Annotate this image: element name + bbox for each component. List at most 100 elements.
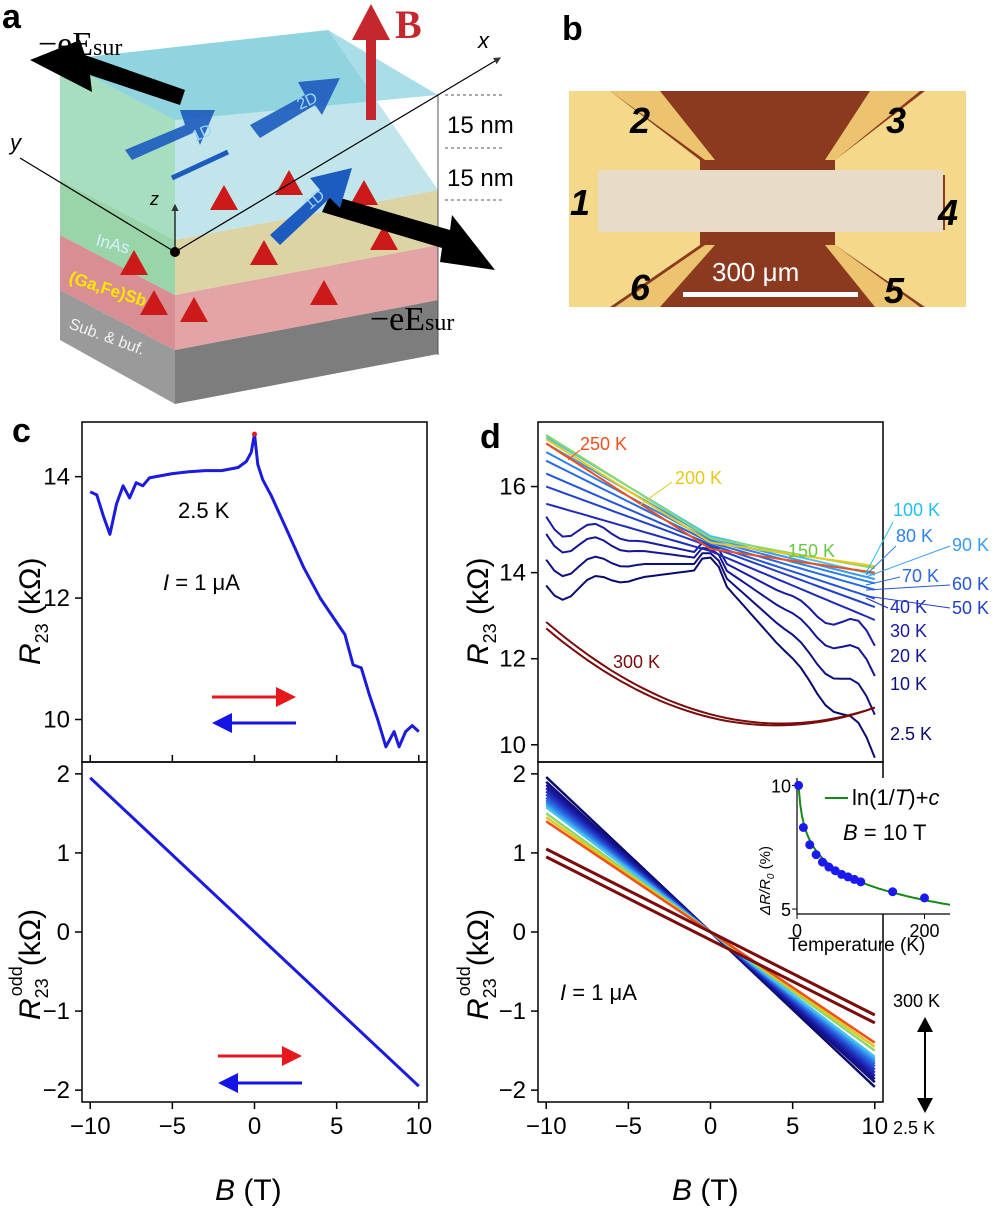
series-2.5K <box>89 432 420 749</box>
inset-x-tick-label: 200 <box>909 921 939 941</box>
width-bar <box>170 149 230 181</box>
y-tick-label: 12 <box>43 585 70 612</box>
contact-6: 6 <box>630 267 651 308</box>
panel-label-a: a <box>2 0 22 36</box>
panel-label-c: c <box>12 412 31 450</box>
thickness-top: 15 nm <box>447 112 514 139</box>
panel-a: a 1D 2D 1D x <box>2 0 514 404</box>
x-tick-label: −5 <box>615 1113 642 1140</box>
peak-mark <box>252 431 257 437</box>
d-range-arrow-down <box>917 1098 933 1113</box>
b-arrow-head <box>352 4 390 40</box>
x-tick-label: 5 <box>330 1113 343 1140</box>
x-tick-label: 0 <box>704 1113 717 1140</box>
d-label-300K: 300 K <box>613 652 660 672</box>
inset-x-tick-label: 0 <box>792 921 802 941</box>
thickness-bottom: 15 nm <box>447 165 514 192</box>
y-tick-label: 2 <box>57 761 70 788</box>
d-range-top: 300 K <box>893 991 940 1011</box>
series-200K <box>545 438 875 568</box>
contact-1: 1 <box>570 182 590 223</box>
d-label-250K: 250 K <box>580 434 627 454</box>
d-xlabel: B (T) <box>672 1174 739 1207</box>
y-tick-label: 0 <box>57 919 70 946</box>
b-label: B <box>395 2 422 47</box>
d-top-ticks: 10 12 14 16 <box>499 474 538 759</box>
series-300K <box>545 627 876 727</box>
y-tick-label: −2 <box>43 1077 70 1104</box>
sweep-down-head-c-top <box>212 713 232 733</box>
c-top-series <box>89 431 420 749</box>
c-top-ylabel: R23 (kΩ) <box>14 558 52 665</box>
x-tick-label: 5 <box>786 1113 799 1140</box>
top-surface <box>60 30 438 120</box>
inset-point <box>794 780 804 790</box>
origin-dot <box>170 247 180 257</box>
series-80K <box>545 451 876 585</box>
inset-ylabel: ΔR/R0 (%) <box>757 846 777 916</box>
c-temp-label: 2.5 K <box>178 498 230 523</box>
series-40K <box>545 502 876 621</box>
d-label-100K: 100 K <box>893 500 940 520</box>
arrow-1d-bottom <box>270 168 352 245</box>
lead-5 <box>825 245 920 307</box>
d-label-20K: 20 K <box>890 646 927 666</box>
y-tick-label: −1 <box>499 998 526 1025</box>
inset-field-label: B = 10 T <box>843 820 926 845</box>
contact-pads-left <box>569 91 700 307</box>
d-label-50K: 50 K <box>952 598 989 618</box>
x-tick-label: 10 <box>861 1113 888 1140</box>
d-top-series <box>545 434 876 759</box>
series-10K <box>545 552 876 716</box>
d-range-bottom: 2.5 K <box>893 1118 935 1138</box>
inset-point <box>888 887 898 897</box>
y-axis-line <box>19 157 176 253</box>
x-axis-label: x <box>477 28 490 53</box>
d-label-70K: 70 K <box>902 566 939 586</box>
contact-2: 2 <box>629 100 650 141</box>
sweep-down-head-c-bottom <box>218 1073 238 1093</box>
efield-arrow-left <box>30 40 185 105</box>
b-arrow-shaft <box>366 35 376 120</box>
y-tick-label: −2 <box>499 1077 526 1104</box>
d-bottom-series <box>545 776 876 1088</box>
y-tick-label: 10 <box>499 732 526 759</box>
d-label-2.5K: 2.5 K <box>890 724 932 744</box>
sweep-up-head-c-bottom <box>282 1046 302 1066</box>
c-top-ticks: 10 12 14 <box>43 464 420 762</box>
inas-side <box>60 180 175 295</box>
inset-y-tick-label: 10 <box>771 776 791 796</box>
sweep-up-head-c-top <box>276 687 296 707</box>
gafesb-side <box>60 235 175 350</box>
inset-bg <box>790 778 950 914</box>
d-label-90K: 90 K <box>952 535 989 555</box>
inset-point <box>798 822 808 832</box>
y-tick-label: 1 <box>57 840 70 867</box>
d-bottom-ylabel: R23odd(kΩ) <box>454 909 500 1020</box>
efield-arrow-right <box>322 195 495 270</box>
x-tick-label: −5 <box>159 1113 186 1140</box>
y-tick-label: −1 <box>43 998 70 1025</box>
d-pointer-lines <box>567 449 951 609</box>
series-60K <box>545 472 876 600</box>
c-xlabel: B (T) <box>215 1174 282 1207</box>
x-tick-label: −10 <box>70 1113 111 1140</box>
inset-ticks: 5 10 0 200 <box>771 776 940 941</box>
contact-pads-right <box>835 91 966 307</box>
scale-bar-label: 300 μm <box>712 257 799 287</box>
odd-series-300K-b <box>545 855 876 1025</box>
d-top-ylabel: R23 (kΩ) <box>462 558 500 665</box>
d-label-60K: 60 K <box>952 574 989 594</box>
d-range-arrow-up <box>917 1017 933 1032</box>
inset-series <box>794 780 951 906</box>
x-tick-label: 0 <box>248 1113 261 1140</box>
inset-y-tick-label: 5 <box>781 900 791 920</box>
y-axis-label: y <box>8 130 23 155</box>
x-tick-label: 10 <box>405 1113 432 1140</box>
d-label-200K: 200 K <box>675 468 722 488</box>
gafesb-front <box>175 245 438 350</box>
x-axis-line <box>174 57 502 253</box>
